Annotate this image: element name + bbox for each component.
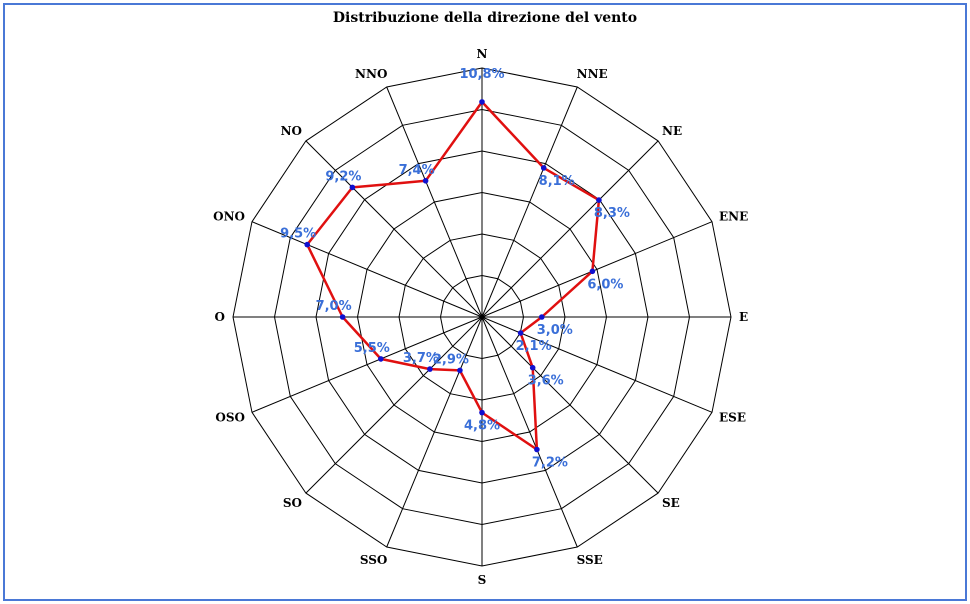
spoke-so: [305, 316, 483, 494]
data-point-s: [479, 409, 485, 416]
chart-frame: [3, 3, 967, 601]
direction-label-s: S: [478, 573, 487, 587]
data-point-e: [539, 314, 545, 320]
data-point-no: [349, 184, 356, 191]
direction-label-ese: ESE: [719, 411, 746, 425]
chart-title: Distribuzione della direzione del vento: [332, 10, 638, 26]
value-label-oso: 5,5%: [354, 341, 390, 356]
radar-spokes: [233, 68, 731, 566]
direction-labels: N NNE NE ENE E ESE SE SSE S SSO SO OSO O ONO NO NNO: [213, 47, 748, 587]
data-point-oso: [378, 356, 384, 362]
spoke-oso: [251, 316, 483, 413]
data-point-sso: [457, 367, 463, 374]
spoke-nno: [386, 86, 483, 318]
direction-label-nno: NNO: [355, 67, 387, 81]
value-label-sse: 7,2%: [532, 456, 568, 471]
value-label-se: 3,6%: [528, 374, 564, 389]
direction-label-nne: NNE: [577, 67, 608, 81]
value-labels: 10,8% 8,1% 8,3% 6,0% 3,0%2,1% 3,6% 7,2% 4,8% 2,9…: [280, 67, 630, 471]
spoke-se: [481, 316, 659, 494]
value-label-ono: 9,5%: [280, 227, 316, 242]
value-label-n: 10,8%: [459, 67, 504, 82]
value-label-ne: 8,3%: [594, 206, 630, 221]
value-label-so: 3,7%: [403, 351, 439, 366]
series-polyline: [305, 100, 601, 451]
spoke-ne: [481, 140, 659, 318]
data-point-ne: [596, 197, 602, 203]
data-point-so: [427, 366, 433, 372]
data-point-se: [529, 364, 536, 371]
data-point-ono: [304, 241, 311, 248]
direction-label-so: SO: [283, 496, 302, 510]
value-label-o: 7,0%: [316, 299, 352, 314]
value-label-no: 9,2%: [325, 169, 361, 184]
direction-label-ne: NE: [662, 124, 682, 138]
value-label-nne: 8,1%: [539, 174, 575, 189]
direction-label-no: NO: [281, 124, 302, 138]
data-point-nne: [540, 165, 547, 171]
value-label-s: 4,8%: [464, 419, 500, 434]
spoke-ese: [481, 316, 713, 413]
spoke-sso: [386, 316, 483, 548]
direction-label-oso: OSO: [215, 411, 245, 425]
value-label-ene: 6,0%: [587, 277, 623, 292]
value-label-nno: 7,4%: [399, 163, 435, 178]
value-label-sso: 2,9%: [433, 352, 469, 367]
data-point-sse: [534, 446, 540, 453]
series-points: [304, 99, 602, 453]
value-label-e: 3,0%: [537, 323, 573, 338]
direction-label-sso: SSO: [360, 553, 388, 567]
direction-label-ono: ONO: [213, 209, 245, 223]
data-point-nno: [422, 178, 429, 184]
spoke-no: [305, 140, 483, 318]
direction-label-n: N: [477, 47, 488, 61]
data-point-n: [479, 99, 485, 105]
spoke-ono: [251, 221, 483, 318]
data-point-o: [339, 314, 346, 320]
spoke-sse: [481, 316, 578, 548]
direction-label-e: E: [739, 310, 748, 324]
series-line: [305, 100, 601, 451]
spoke-nne: [481, 86, 578, 318]
direction-label-o: O: [215, 310, 225, 324]
value-label-ese: 2,1%: [516, 339, 552, 354]
data-point-ene: [589, 268, 596, 275]
spoke-ene: [481, 221, 713, 318]
direction-label-sse: SSE: [577, 553, 603, 567]
direction-label-se: SE: [662, 496, 680, 510]
data-point-ese: [517, 330, 524, 336]
direction-label-ene: ENE: [719, 209, 748, 223]
